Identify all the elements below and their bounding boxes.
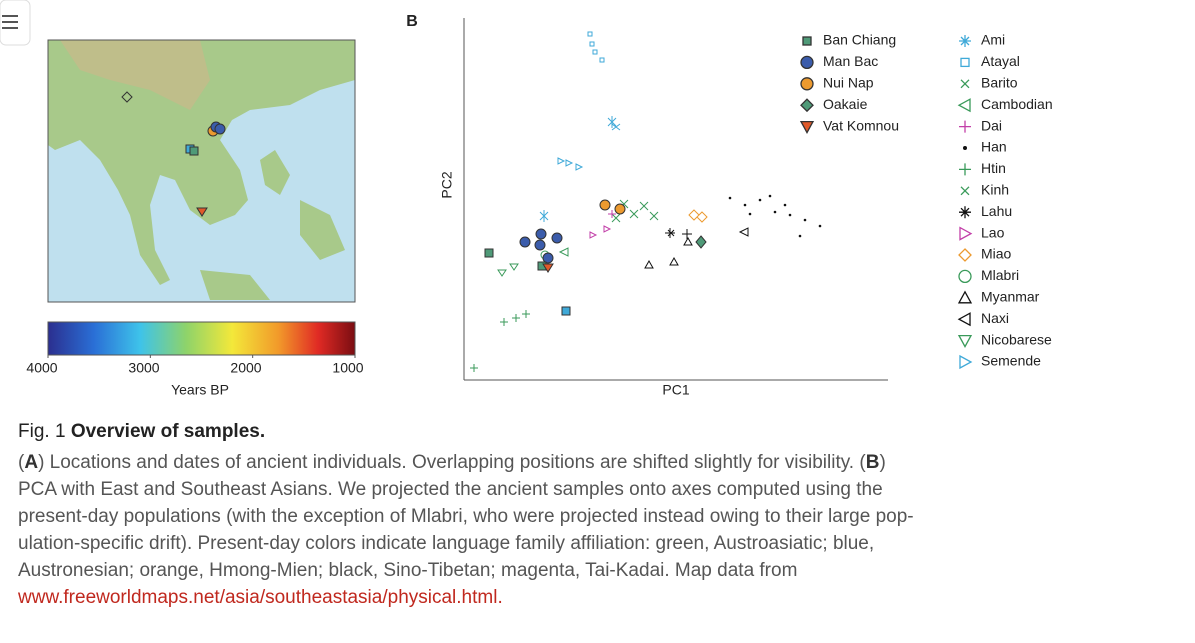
- legend-marker-shape: [959, 206, 971, 219]
- legend-marker-shape: [963, 146, 967, 150]
- caption-line: Austronesian; orange, Hmong-Mien; black,…: [18, 557, 1168, 584]
- legend-marker: [960, 186, 970, 196]
- legend-marker: [800, 55, 814, 70]
- legend-label: Naxi: [981, 310, 1009, 326]
- legend-marker-shape: [959, 226, 973, 241]
- legend-label: Ban Chiang: [823, 32, 896, 48]
- colorbar-label: Years BP: [171, 382, 229, 398]
- legend-marker: [959, 120, 971, 133]
- legend-label: Ami: [981, 32, 1005, 48]
- legend-marker: [960, 79, 970, 89]
- legend-marker-shape: [958, 269, 972, 284]
- map: [47, 39, 356, 303]
- legend-label: Htin: [981, 160, 1006, 176]
- panel-label: B: [406, 13, 418, 30]
- legend-marker-shape: [959, 354, 973, 370]
- legend-marker: [799, 120, 815, 134]
- legend-marker: [959, 35, 971, 47]
- caption-text: Austronesian; orange, Hmong-Mien; black,…: [18, 560, 798, 581]
- legend-marker-shape: [957, 334, 973, 348]
- figure-title: Overview of samples.: [70, 421, 266, 442]
- caption-line: present-day populations (with the except…: [18, 503, 1168, 530]
- legend-marker: [957, 334, 973, 348]
- legend-marker: [960, 57, 970, 68]
- legend-marker-shape: [799, 120, 815, 134]
- caption-text: PCA with East and Southeast Asians. We p…: [18, 479, 883, 500]
- legend-label: Lao: [981, 224, 1005, 240]
- figure-label: Fig. 1: [18, 421, 66, 442]
- legend-label: Barito: [981, 75, 1018, 91]
- caption-text: present-day populations (with the except…: [18, 506, 914, 527]
- legend-marker: [800, 98, 814, 113]
- legend-label: Man Bac: [823, 53, 878, 69]
- legend-label: Mlabri: [981, 267, 1019, 283]
- caption-text: ): [879, 452, 886, 473]
- legend-marker: [959, 226, 973, 241]
- menu-icon: [2, 15, 18, 29]
- colorbar-tick-label: 3000: [128, 360, 159, 376]
- caption-text: ) Locations and dates of ancient individ…: [38, 452, 866, 473]
- caption-line: PCA with East and Southeast Asians. We p…: [18, 476, 1168, 503]
- legend-marker-shape: [957, 290, 973, 304]
- colorbar: [47, 321, 356, 356]
- legend-label: Dai: [981, 117, 1002, 133]
- legend-marker: [958, 248, 972, 262]
- legend-marker-shape: [959, 35, 971, 47]
- panel-ref: B: [865, 452, 880, 473]
- legend-marker-shape: [957, 312, 971, 327]
- colorbar-tick-label: 2000: [230, 360, 261, 376]
- legend-label: Semende: [981, 353, 1041, 369]
- legend-marker: [959, 163, 971, 176]
- caption: Fig. 1 Overview of samples. (A) Location…: [18, 418, 1168, 611]
- legend-marker: [957, 290, 973, 304]
- caption-text: ulation-specific drift). Present-day col…: [18, 533, 875, 554]
- legend-marker-shape: [802, 36, 812, 46]
- y-axis-label: PC2: [439, 171, 455, 198]
- caption-line: (A) Locations and dates of ancient indiv…: [18, 449, 1168, 476]
- x-axis-label: PC1: [662, 382, 689, 398]
- caption-head: Fig. 1 Overview of samples.: [18, 418, 1168, 445]
- legend-marker: [963, 146, 967, 150]
- legend-label: Nicobarese: [981, 331, 1052, 347]
- legend-marker-shape: [959, 120, 971, 133]
- legend-marker-shape: [800, 55, 814, 70]
- legend-marker-shape: [960, 57, 970, 68]
- legend-marker-shape: [958, 248, 972, 262]
- legend-marker: [959, 354, 973, 370]
- legend-marker-shape: [800, 77, 814, 91]
- legend-marker: [802, 36, 812, 46]
- colorbar-tick-label: 4000: [26, 360, 57, 376]
- caption-line: ulation-specific drift). Present-day col…: [18, 530, 1168, 557]
- pca-points: [470, 31, 822, 372]
- legend-marker-shape: [957, 98, 971, 113]
- legend-marker: [800, 77, 814, 91]
- panel-ref: A: [24, 452, 39, 473]
- legend-marker-shape: [960, 186, 970, 196]
- legend-label: Oakaie: [823, 96, 868, 112]
- legend-label: Nui Nap: [823, 75, 874, 91]
- legend-marker-shape: [960, 79, 970, 89]
- legend-marker: [959, 206, 971, 219]
- legend-label: Kinh: [981, 182, 1009, 198]
- caption-text: (: [18, 452, 25, 473]
- legend-label: Han: [981, 139, 1007, 155]
- legend-marker-shape: [959, 163, 971, 176]
- legend-label: Atayal: [981, 53, 1020, 69]
- legend-label: Cambodian: [981, 96, 1053, 112]
- legend-marker-shape: [800, 98, 814, 113]
- legend-marker: [958, 269, 972, 284]
- map-link[interactable]: www.freeworldmaps.net/asia/southeastasia…: [18, 587, 503, 608]
- legend-label: Miao: [981, 246, 1012, 262]
- legend-marker: [957, 98, 971, 113]
- colorbar-tick-label: 1000: [332, 360, 363, 376]
- figure: Years BP B PC1 PC2 A4000300020001000Ban …: [0, 0, 1053, 398]
- caption-body: (A) Locations and dates of ancient indiv…: [18, 449, 1168, 584]
- legend-label: Vat Komnou: [823, 117, 899, 133]
- legend-label: Myanmar: [981, 289, 1040, 305]
- legend-label: Lahu: [981, 203, 1012, 219]
- legend-marker: [957, 312, 971, 327]
